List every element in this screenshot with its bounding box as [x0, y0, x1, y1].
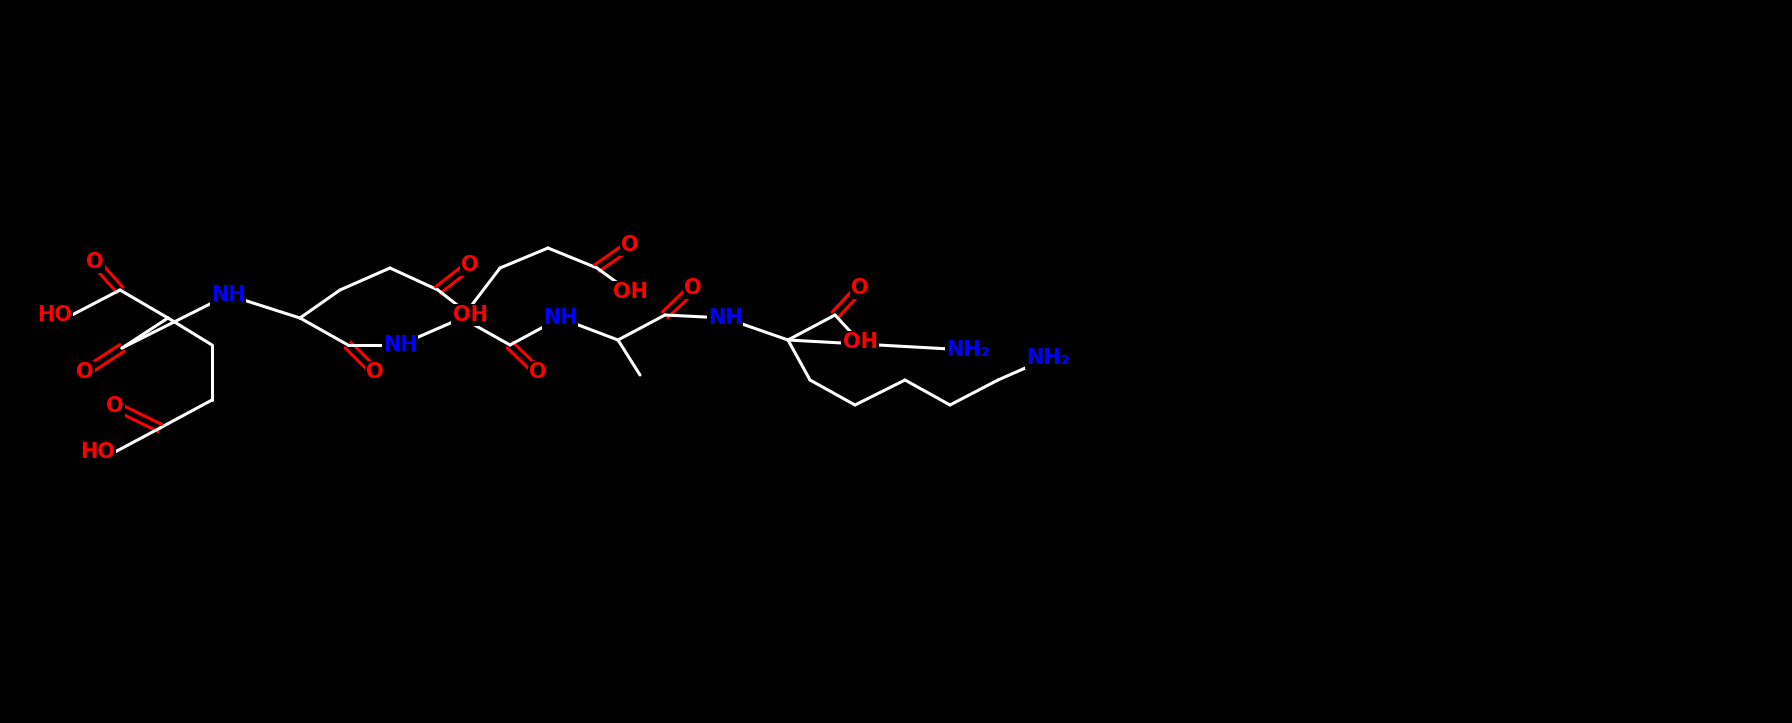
Text: NH₂: NH₂ — [946, 340, 989, 360]
Text: NH: NH — [383, 335, 418, 355]
Text: NH: NH — [708, 308, 742, 328]
Text: HO: HO — [81, 442, 115, 462]
Text: O: O — [622, 235, 638, 255]
Text: OH: OH — [453, 305, 487, 325]
Text: OH: OH — [613, 282, 647, 302]
Text: NH₂: NH₂ — [1027, 348, 1070, 368]
Text: O: O — [461, 255, 478, 275]
Text: O: O — [77, 362, 93, 382]
Text: NH: NH — [543, 308, 577, 328]
Text: HO: HO — [38, 305, 72, 325]
Text: O: O — [529, 362, 547, 382]
Text: O: O — [106, 396, 124, 416]
Text: OH: OH — [842, 332, 878, 352]
Text: O: O — [851, 278, 869, 298]
Text: O: O — [366, 362, 383, 382]
Text: NH: NH — [211, 285, 246, 305]
Text: O: O — [86, 252, 104, 272]
Text: O: O — [685, 278, 702, 298]
